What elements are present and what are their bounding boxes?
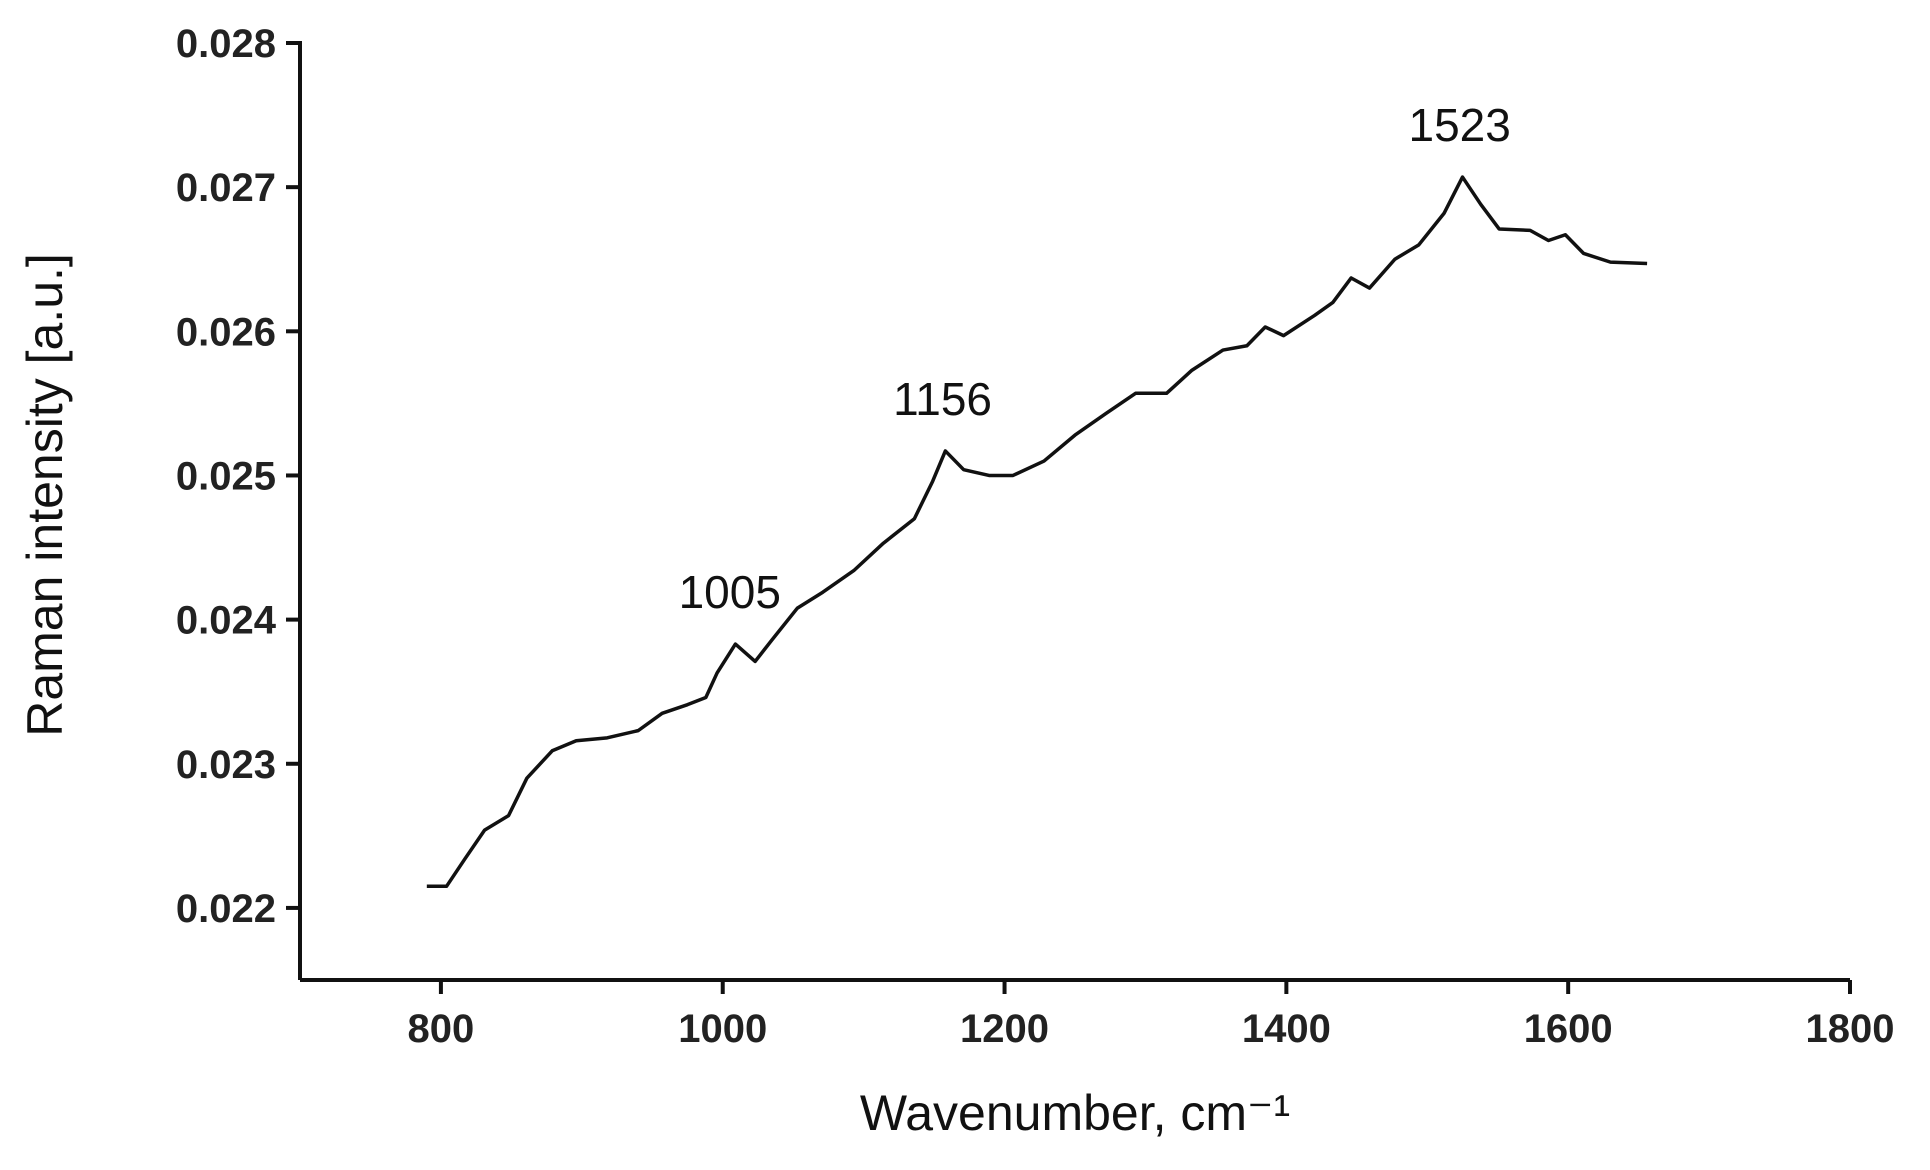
x-tick-label: 800 — [408, 1007, 475, 1051]
peak-annotation: 1523 — [1409, 99, 1511, 151]
x-tick-label: 1600 — [1524, 1007, 1613, 1051]
y-tick-label: 0.028 — [176, 22, 276, 66]
y-tick-label: 0.023 — [176, 743, 276, 787]
y-tick-label: 0.025 — [176, 454, 276, 498]
peak-annotation: 1005 — [679, 566, 781, 618]
y-tick-label: 0.024 — [176, 599, 277, 643]
y-tick-label: 0.026 — [176, 310, 276, 354]
x-tick-label: 1400 — [1242, 1007, 1331, 1051]
x-tick-label: 1000 — [678, 1007, 767, 1051]
peak-annotation: 1156 — [893, 373, 992, 425]
y-axis-label: Raman intensity [a.u.] — [17, 253, 73, 737]
y-tick-label: 0.022 — [176, 887, 276, 931]
x-axis-label: Wavenumber, cm⁻¹ — [860, 1085, 1290, 1141]
x-tick-label: 1200 — [960, 1007, 1049, 1051]
x-tick-label: 1800 — [1806, 1007, 1895, 1051]
y-tick-label: 0.027 — [176, 166, 276, 210]
spectrum-line — [426, 175, 1648, 889]
